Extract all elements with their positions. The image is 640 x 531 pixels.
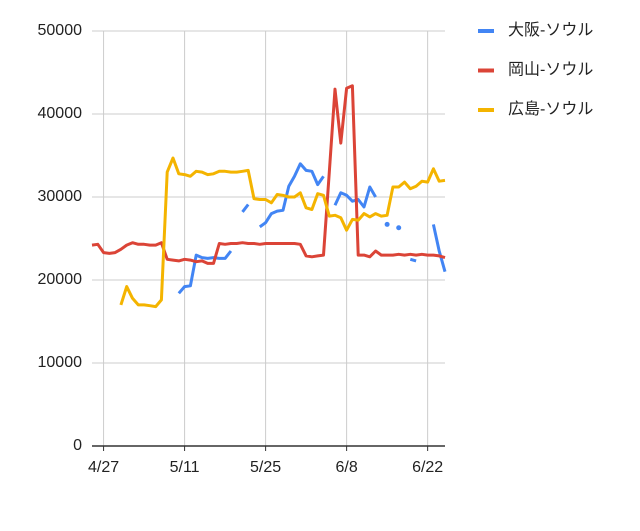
y-tick-label: 0 bbox=[73, 437, 82, 454]
series-line bbox=[119, 156, 446, 309]
legend-label: 大阪-ソウル bbox=[508, 21, 593, 39]
y-tick-label: 40000 bbox=[38, 105, 83, 122]
data-point bbox=[384, 221, 390, 227]
series-line bbox=[177, 250, 233, 295]
x-tick-label: 5/25 bbox=[250, 459, 281, 476]
data-point bbox=[396, 225, 402, 231]
legend-label: 広島-ソウル bbox=[508, 100, 593, 118]
y-tick-label: 10000 bbox=[38, 354, 83, 371]
y-tick-label: 20000 bbox=[38, 271, 83, 288]
series-line bbox=[241, 203, 250, 213]
y-tick-label: 30000 bbox=[38, 188, 83, 205]
x-tick-label: 6/8 bbox=[335, 459, 357, 476]
series-line bbox=[409, 257, 417, 263]
series-line bbox=[258, 162, 325, 229]
x-tick-label: 5/11 bbox=[170, 459, 200, 476]
y-tick-label: 50000 bbox=[38, 22, 83, 39]
x-tick-label: 4/27 bbox=[88, 459, 119, 476]
x-tick-label: 6/22 bbox=[412, 459, 443, 476]
series-line bbox=[91, 84, 446, 265]
series-line bbox=[431, 224, 447, 273]
legend-label: 岡山-ソウル bbox=[508, 61, 593, 79]
